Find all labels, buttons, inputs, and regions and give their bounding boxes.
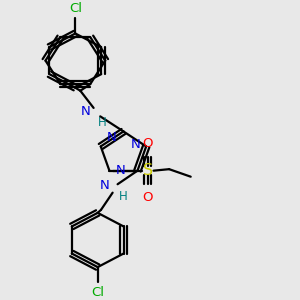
Text: N: N bbox=[100, 179, 110, 192]
Text: O: O bbox=[142, 137, 153, 150]
Text: H: H bbox=[98, 116, 106, 129]
Text: N: N bbox=[107, 131, 116, 144]
Text: Cl: Cl bbox=[69, 2, 82, 15]
Text: S: S bbox=[142, 163, 153, 178]
Text: N: N bbox=[80, 105, 90, 118]
Text: H: H bbox=[118, 190, 127, 203]
Text: N: N bbox=[116, 164, 125, 177]
Text: Cl: Cl bbox=[91, 286, 104, 299]
Text: O: O bbox=[142, 191, 153, 204]
Text: N: N bbox=[130, 138, 140, 152]
